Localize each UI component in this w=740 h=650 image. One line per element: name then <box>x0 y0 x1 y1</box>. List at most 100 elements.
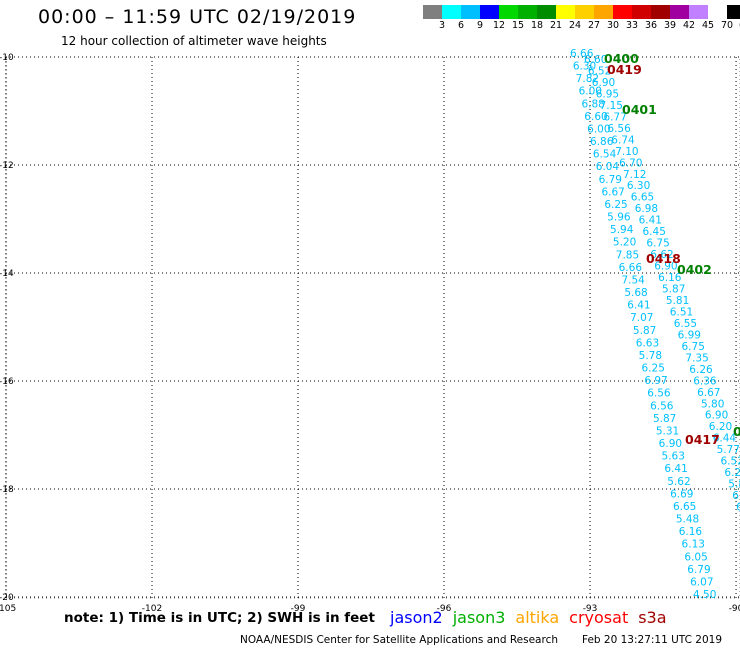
colorbar-tick-label: 45 <box>701 20 715 31</box>
credit-line: NOAA/NESDIS Center for Satellite Applica… <box>240 634 558 646</box>
swh-value: 6.25 <box>642 363 665 375</box>
legend-entry-altika: altika <box>515 608 560 627</box>
footer-note: note: 1) Time is in UTC; 2) SWH is in fe… <box>64 610 375 626</box>
swh-value: 5.77 <box>717 444 740 456</box>
swh-value: 7.35 <box>685 352 708 364</box>
colorbar-cell <box>651 5 670 19</box>
swh-value: 6.13 <box>682 539 705 551</box>
swh-value: 5.68 <box>624 287 647 299</box>
colorbar-cell <box>423 5 442 19</box>
colorbar-tick-label: 3 <box>438 20 446 31</box>
latitude-label: -18 <box>0 485 14 495</box>
swh-value: 6.95 <box>596 88 619 100</box>
swh-value: 6.44 <box>713 433 737 445</box>
swh-value: 6.00 <box>579 86 602 98</box>
colorbar-cell <box>670 5 689 19</box>
swh-value: 6.67 <box>697 387 720 399</box>
colorbar-cell <box>632 5 651 19</box>
colorbar-tick-label: (ft) <box>739 20 740 31</box>
colorbar-tick-label: 15 <box>511 20 525 31</box>
colorbar-tick-label: 27 <box>587 20 601 31</box>
colorbar-tick-label: 21 <box>549 20 563 31</box>
swh-value: 6.88 <box>581 98 604 110</box>
pass-number-label: 0401 <box>622 102 657 117</box>
latitude-label: -10 <box>0 53 14 63</box>
swh-value: 6.04 <box>596 161 620 173</box>
swh-value: 6.86 <box>590 136 614 148</box>
colorbar-cell <box>537 5 556 19</box>
pass-number-label: 0402 <box>677 262 712 277</box>
swh-value: 6.65 <box>673 501 696 513</box>
swh-value: 5.85 <box>728 479 740 491</box>
swh-value: 6.90 <box>705 410 728 422</box>
swh-value: 5.78 <box>639 350 662 362</box>
generation-timestamp: Feb 20 13:27:11 UTC 2019 <box>582 634 722 646</box>
swh-value: 6.41 <box>664 463 687 475</box>
colorbar-tick-label: 36 <box>644 20 658 31</box>
swh-value: 6.24 <box>724 467 740 479</box>
swh-value: 5.62 <box>667 476 690 488</box>
latitude-label: -16 <box>0 377 14 387</box>
swh-value: 6.56 <box>650 400 674 412</box>
latitude-label: -14 <box>0 269 14 279</box>
swh-value: 6.30 <box>627 180 650 192</box>
swh-value: 6.79 <box>599 174 622 186</box>
swh-value: 6.63 <box>636 337 659 349</box>
longitude-label: -90 <box>729 604 740 614</box>
colorbar-tick-label: 9 <box>476 20 484 31</box>
swh-value: 6.97 <box>644 375 667 387</box>
satellite-legend: jason2 jason3 altika cryosat s3a <box>390 608 677 627</box>
swh-value: 4.50 <box>693 589 716 601</box>
longitude-label: -96 <box>437 604 452 614</box>
swh-value: 5.48 <box>676 514 699 526</box>
swh-value: 6.77 <box>604 111 627 123</box>
swh-value: 7.82 <box>576 73 599 85</box>
swh-value: 6.79 <box>687 564 710 576</box>
swh-value: 7.07 <box>630 312 653 324</box>
pass-number-label: 0400 <box>604 51 639 66</box>
latitude-label: -12 <box>0 161 14 171</box>
colorbar-cell <box>575 5 594 19</box>
swh-value: 6.25 <box>604 199 627 211</box>
wave-height-colorbar <box>423 5 740 19</box>
swh-value: 6.75 <box>646 238 669 250</box>
colorbar-cell <box>727 5 740 19</box>
colorbar-cell <box>689 5 708 19</box>
swh-value: 6.02 <box>732 490 740 502</box>
colorbar-tick-label: 70 <box>720 20 734 31</box>
swh-value: 6.52 <box>588 65 611 77</box>
swh-value: 5.63 <box>662 451 685 463</box>
colorbar-cell <box>442 5 461 19</box>
swh-value: 6.90 <box>659 438 682 450</box>
colorbar-cell <box>480 5 499 19</box>
colorbar-tick-label: 24 <box>568 20 582 31</box>
colorbar-cell <box>518 5 537 19</box>
swh-value: 6.99 <box>678 329 701 341</box>
altimeter-tracks: 6.666.307.826.006.886.606.006.866.546.04… <box>570 48 740 601</box>
swh-value: 5.81 <box>666 295 689 307</box>
pass-number-label: 0417 <box>685 432 720 447</box>
colorbar-tick-label: 39 <box>663 20 677 31</box>
legend-entry-cryosat: cryosat <box>569 608 629 627</box>
pass-number-label: 0418 <box>646 251 681 266</box>
swh-value: 7.85 <box>616 249 639 261</box>
swh-value: 6.90 <box>592 77 615 89</box>
colorbar-cell <box>461 5 480 19</box>
swh-value: 6.67 <box>601 186 624 198</box>
swh-value: 6.74 <box>611 134 635 146</box>
colorbar-tick-label: 42 <box>682 20 696 31</box>
swh-value: 6.56 <box>607 123 631 135</box>
colorbar-tick-label: 12 <box>492 20 506 31</box>
colorbar-cell <box>556 5 575 19</box>
longitude-labels: -105 -102 -99 -96 -93 -90 <box>0 604 740 614</box>
swh-value: 6.66 <box>570 48 594 60</box>
swh-value: 6.05 <box>684 551 707 563</box>
swh-value: 6.54 <box>593 149 617 161</box>
pass-number-label: 0 <box>733 424 740 439</box>
swh-value: 6.36 <box>693 375 717 387</box>
colorbar-cell <box>594 5 613 19</box>
swh-value: 6.90 <box>654 261 677 273</box>
latitude-labels: -10 -12 -14 -16 -18 -20 <box>0 53 14 603</box>
swh-value: 6.52 <box>721 456 740 468</box>
